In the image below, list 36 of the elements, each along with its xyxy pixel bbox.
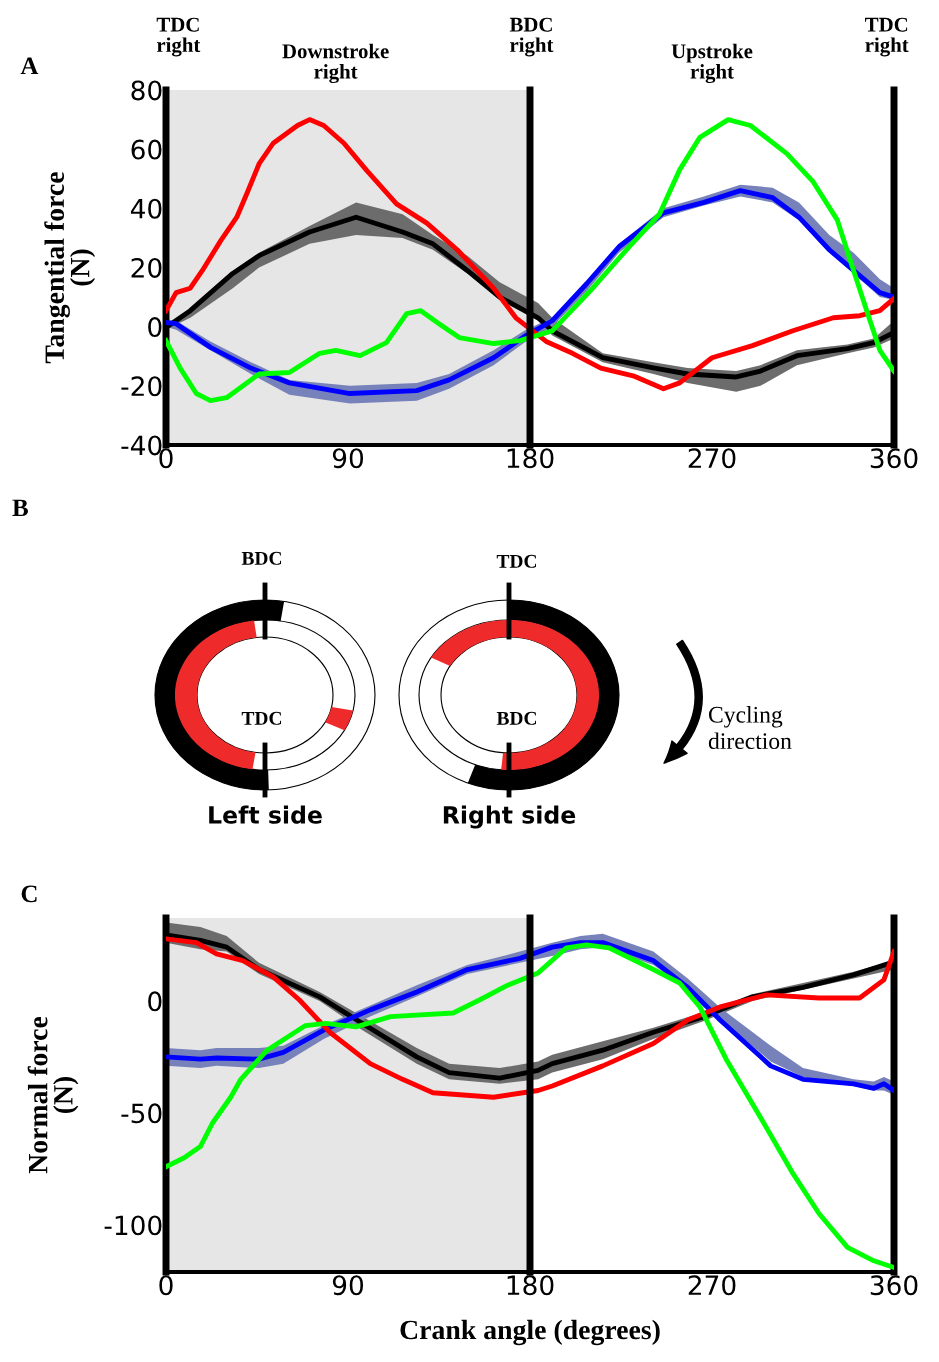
text: BDC <box>241 551 282 565</box>
text: TDC <box>496 554 537 568</box>
x-tick-label: 270 <box>688 1275 736 1296</box>
text: B <box>12 499 28 517</box>
x-tick-label: 90 <box>332 1275 364 1296</box>
y-tick-label: 80 <box>131 80 162 101</box>
text: Downstroke right <box>282 43 389 84</box>
y-tick-label: -20 <box>121 376 162 397</box>
text: BDC right <box>509 17 554 57</box>
y-axis-title: Normal force (N) <box>27 1016 79 1174</box>
y-tick-label: 20 <box>131 257 162 278</box>
text: TDC right <box>156 17 201 57</box>
text: Left side <box>209 805 322 824</box>
y-tick-label: 60 <box>131 139 162 160</box>
x-tick-label: 360 <box>870 1275 918 1296</box>
text: Cycling direction <box>708 706 792 750</box>
chart-title: A <box>20 57 39 75</box>
text: BDC <box>496 711 537 725</box>
line-series <box>166 942 894 1270</box>
text: TDC <box>241 711 282 725</box>
y-tick-label: 0 <box>148 991 162 1012</box>
y-tick-label: -100 <box>104 1215 162 1236</box>
chart-title: C <box>21 885 37 903</box>
text: Upstroke right <box>671 43 753 84</box>
y-tick-label: -50 <box>121 1103 162 1124</box>
x-tick-label: 360 <box>870 448 918 469</box>
y-tick-label: 40 <box>130 198 162 219</box>
x-tick-label: 180 <box>507 1275 554 1296</box>
y-axis-title: Tangential force (N) <box>44 172 96 364</box>
text: TDC right <box>865 17 909 57</box>
y-tick-label: 0 <box>148 317 162 338</box>
x-axis-title: Crank angle (degrees) <box>400 1319 660 1346</box>
x-tick-label: 270 <box>688 448 736 469</box>
text: Right side <box>443 805 576 829</box>
x-tick-label: 180 <box>507 448 554 469</box>
x-tick-label: 90 <box>332 448 364 469</box>
